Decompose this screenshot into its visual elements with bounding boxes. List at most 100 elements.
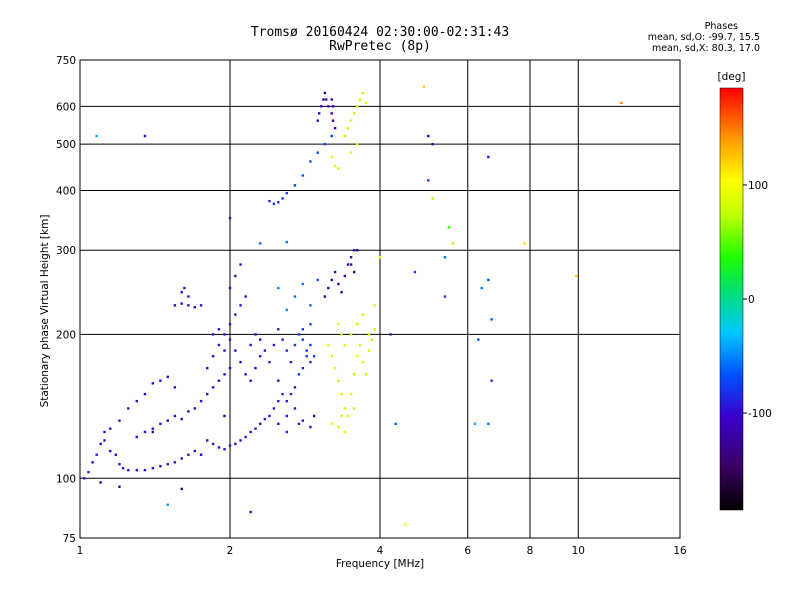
data-point [394,422,397,426]
x-tick-label: 8 [527,545,534,557]
data-point [331,119,335,122]
data-point [223,448,226,451]
data-point [367,333,371,336]
data-point [358,98,362,101]
data-point [289,392,293,396]
data-point [249,343,252,347]
data-point [333,164,337,168]
data-point [431,197,434,200]
data-point [180,417,183,421]
data-point [413,270,417,274]
data-point [330,98,333,101]
data-point [451,242,455,245]
phase-stats-header: Phases [704,21,738,32]
data-point [373,304,376,307]
data-point [205,366,209,370]
data-point [249,430,252,434]
data-point [333,126,337,130]
data-point [301,419,305,422]
data-point [293,407,297,410]
data-point [523,242,526,245]
data-point [268,360,271,364]
data-point [166,503,169,507]
data-point [490,318,493,321]
data-point [309,425,312,429]
data-point [180,457,183,460]
data-point [316,278,319,282]
x-tick-label: 10 [572,545,585,557]
chart-title-line2: RwPretec (8p) [329,39,431,54]
data-point [487,422,490,426]
data-point [277,379,280,382]
data-point [477,338,480,341]
y-tick-label: 400 [56,185,76,197]
data-point [305,349,308,352]
data-point [135,468,138,472]
data-point [228,286,232,290]
data-point [173,304,177,307]
y-tick-label: 75 [63,533,76,545]
data-point [309,160,312,163]
data-point [183,286,186,290]
data-point [103,439,106,442]
data-point [249,510,252,514]
data-point [244,373,247,376]
data-point [205,439,209,442]
data-point [352,407,356,410]
data-point [370,338,373,341]
data-point [268,199,271,203]
data-point [228,366,232,370]
data-point [343,407,347,410]
data-point [211,333,215,336]
data-point [293,295,297,298]
data-point [239,360,242,364]
data-point [309,360,312,364]
data-point [228,444,232,447]
data-point [297,373,301,376]
data-point [490,379,493,382]
colorbar-tick-label: 100 [748,180,768,192]
data-point [166,375,169,379]
data-point [143,430,147,434]
data-point [234,274,237,278]
data-point [361,313,365,316]
data-point [443,295,447,298]
data-point [127,407,130,410]
data-point [285,414,288,418]
data-point [364,373,368,376]
data-point [330,355,333,358]
data-point [309,304,312,307]
x-tick-label: 4 [377,545,384,557]
data-point [118,463,121,466]
data-point [95,134,98,138]
data-point [285,430,288,434]
data-point [323,295,327,298]
data-point [317,112,321,115]
data-point [151,430,155,434]
data-point [343,134,347,138]
data-point [193,449,197,453]
data-point [234,313,237,316]
grid-lines [79,59,681,539]
data-point [352,373,356,376]
data-point [159,379,162,382]
data-point [316,119,319,122]
data-point [187,304,190,307]
data-point [422,85,426,88]
data-point [373,328,376,331]
data-point [285,240,288,244]
data-point [312,414,316,418]
data-point [244,295,247,298]
y-tick-label: 200 [56,329,76,341]
data-point [331,105,335,108]
data-point [340,333,343,336]
data-point [355,105,359,108]
data-point [151,427,155,430]
data-point [277,286,280,290]
data-point [127,468,130,472]
data-point [330,155,333,159]
data-point [223,414,226,418]
data-point [301,174,305,177]
data-point [301,338,305,341]
data-point [285,399,288,403]
